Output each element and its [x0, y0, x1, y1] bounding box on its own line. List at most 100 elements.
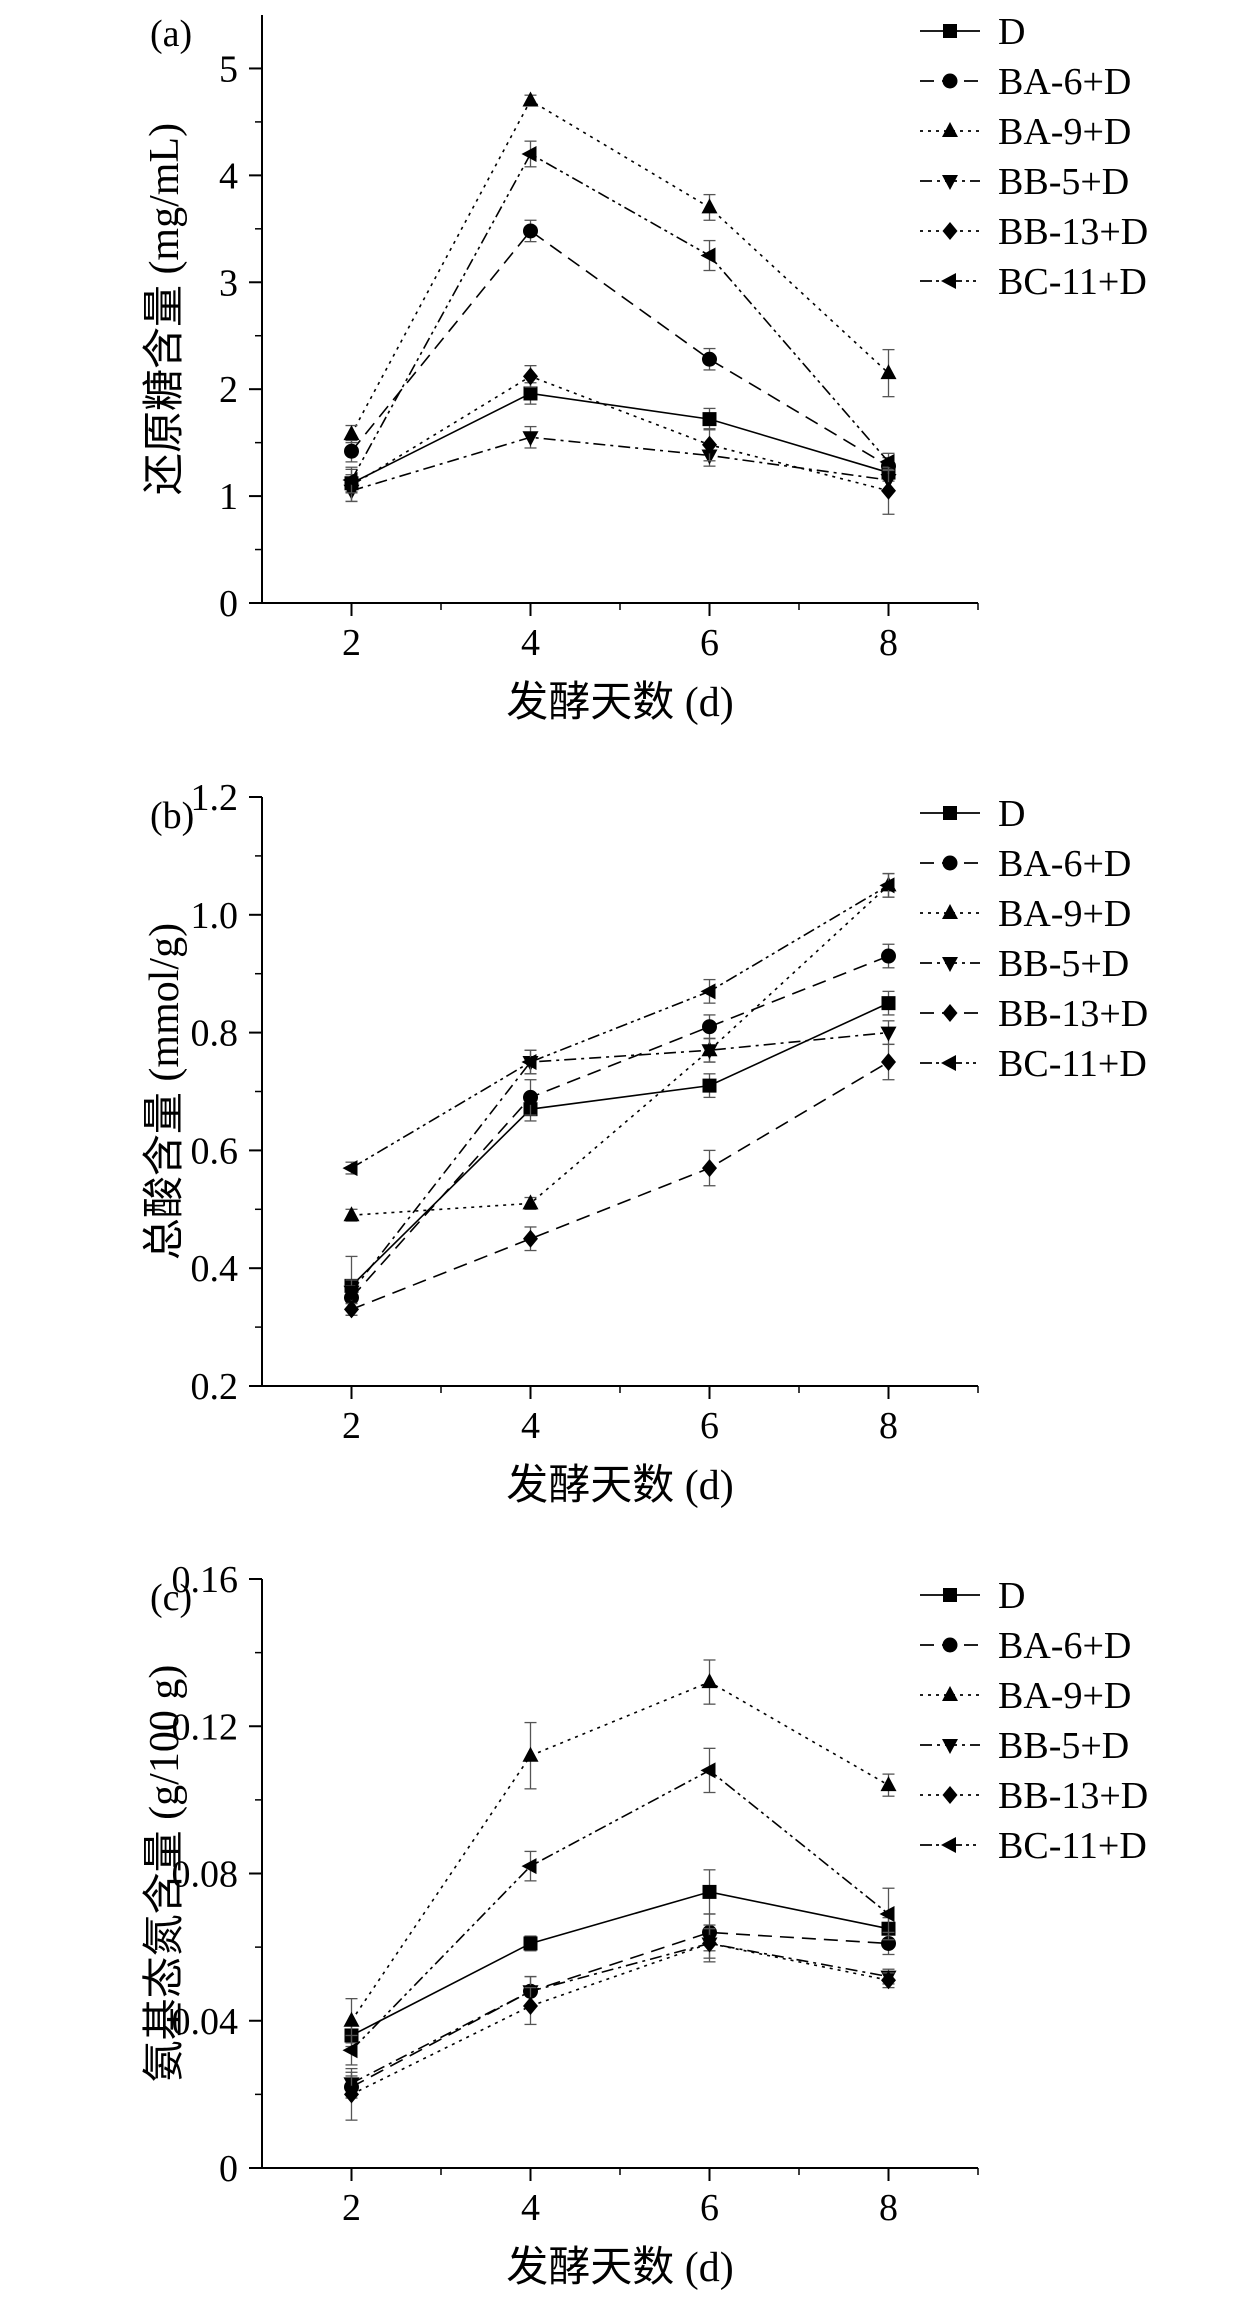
y-tick-label: 0.04 [172, 2001, 239, 2043]
data-point [522, 431, 539, 447]
y-tick-label: 1.2 [191, 777, 239, 819]
data-point [344, 443, 359, 459]
x-tick-label: 4 [521, 2187, 540, 2229]
y-tick-label: 4 [219, 155, 238, 197]
legend-marker [943, 1588, 957, 1602]
legend-marker [942, 904, 958, 919]
x-axis-title: 发酵天数 (d) [506, 680, 733, 726]
legend-item: BB-5+D [920, 1725, 1129, 1767]
data-point [700, 247, 716, 264]
y-tick-label: 2 [219, 369, 238, 411]
y-tick-label: 0.4 [191, 1248, 239, 1290]
legend-label: BB-5+D [998, 943, 1129, 985]
data-point [879, 1905, 895, 1922]
y-tick-label: 5 [219, 48, 238, 90]
series-ba-9-d [343, 91, 897, 444]
x-tick-label: 2 [342, 1405, 361, 1447]
legend-marker [942, 1786, 958, 1804]
data-point [879, 877, 895, 894]
legend: D BA-6+D BA-9+D BB-5+D BB-13+D BC-11+D [920, 793, 1148, 1085]
data-point [523, 1089, 538, 1105]
legend-label: BB-5+D [998, 161, 1129, 203]
series-line [350, 229, 889, 467]
series-line [350, 99, 890, 435]
x-tick-label: 2 [342, 2187, 361, 2229]
data-point [702, 1078, 717, 1093]
y-tick-label: 0 [219, 583, 238, 625]
y-axis-title: 还原糖含量 (mg/mL) [142, 123, 188, 495]
legend-marker [941, 273, 956, 289]
y-tick-label: 0 [219, 2148, 238, 2190]
data-point [523, 1229, 538, 1248]
x-tick-label: 6 [700, 622, 719, 664]
data-point [700, 1762, 716, 1779]
data-point [522, 1194, 539, 1210]
legend-item: BA-9+D [920, 111, 1131, 153]
series-line [351, 1061, 889, 1311]
legend-label: BC-11+D [998, 1825, 1147, 1867]
y-axis-title: 氨基态氮含量 (g/100 g) [142, 1665, 188, 2083]
data-point [879, 453, 895, 470]
series-line [350, 1681, 889, 2022]
chart-panel-a: 0 1 2 3 4 5 2 4 6 8 发酵天数 (d) 还原糖含量 (mg/mL) (a) D BA-6+… [142, 11, 1148, 726]
legend-item: D [920, 793, 1025, 835]
data-point [880, 1776, 897, 1792]
data-point [701, 1044, 718, 1060]
y-tick-label: 0.16 [172, 1559, 239, 1601]
data-point [523, 367, 538, 386]
series-line [351, 1891, 889, 2037]
legend-marker [942, 73, 958, 89]
legend-marker [942, 1739, 958, 1754]
series-bb-13-d [344, 1928, 896, 2121]
legend-marker [943, 806, 957, 820]
series-ba-6-d [344, 219, 896, 476]
data-point [880, 364, 897, 380]
x-tick-label: 6 [700, 1405, 719, 1447]
legend-label: BB-5+D [998, 1725, 1129, 1767]
data-point [702, 1159, 717, 1178]
series-line [350, 1769, 890, 2051]
data-point [700, 983, 716, 1000]
series-ba-9-d [343, 872, 897, 1222]
series-line [351, 1931, 889, 2088]
x-axis-title: 发酵天数 (d) [506, 2245, 733, 2291]
data-point [702, 1019, 717, 1035]
data-point [522, 1746, 539, 1762]
legend-label: BA-9+D [998, 1675, 1131, 1717]
legend-marker [942, 957, 958, 972]
legend-label: BC-11+D [998, 1043, 1147, 1085]
data-point [702, 1884, 717, 1899]
data-point [702, 412, 717, 427]
legend-item: D [920, 11, 1025, 53]
legend-marker [942, 222, 958, 240]
series-line [351, 1942, 889, 2096]
series-line [350, 152, 890, 481]
data-point [343, 425, 360, 441]
series-line [350, 1002, 889, 1287]
y-tick-label: 0.08 [172, 1854, 239, 1896]
series-bb-13-d [344, 1043, 896, 1319]
data-point [523, 1936, 538, 1951]
panel-label: (a) [150, 13, 192, 55]
legend-label: BB-13+D [998, 211, 1148, 253]
legend-marker [941, 1837, 956, 1853]
legend-item: BB-5+D [920, 161, 1129, 203]
data-point [342, 1160, 358, 1177]
data-point [521, 145, 537, 162]
legend-item: BA-6+D [920, 1625, 1131, 1667]
x-tick-label: 4 [521, 622, 540, 664]
series-d [344, 990, 896, 1316]
legend-item: BA-6+D [920, 61, 1131, 103]
data-point [523, 386, 538, 401]
legend-marker [942, 1004, 958, 1022]
legend: D BA-6+D BA-9+D BB-5+D BB-13+D BC-11+D [920, 1575, 1148, 1867]
legend-label: BA-9+D [998, 893, 1131, 935]
legend-item: BB-5+D [920, 943, 1129, 985]
panel-label: (b) [150, 795, 194, 837]
legend-item: BB-13+D [920, 993, 1148, 1035]
data-point [881, 481, 896, 500]
series-line [351, 884, 889, 1169]
legend-item: BA-9+D [920, 893, 1131, 935]
series-line [351, 392, 889, 484]
